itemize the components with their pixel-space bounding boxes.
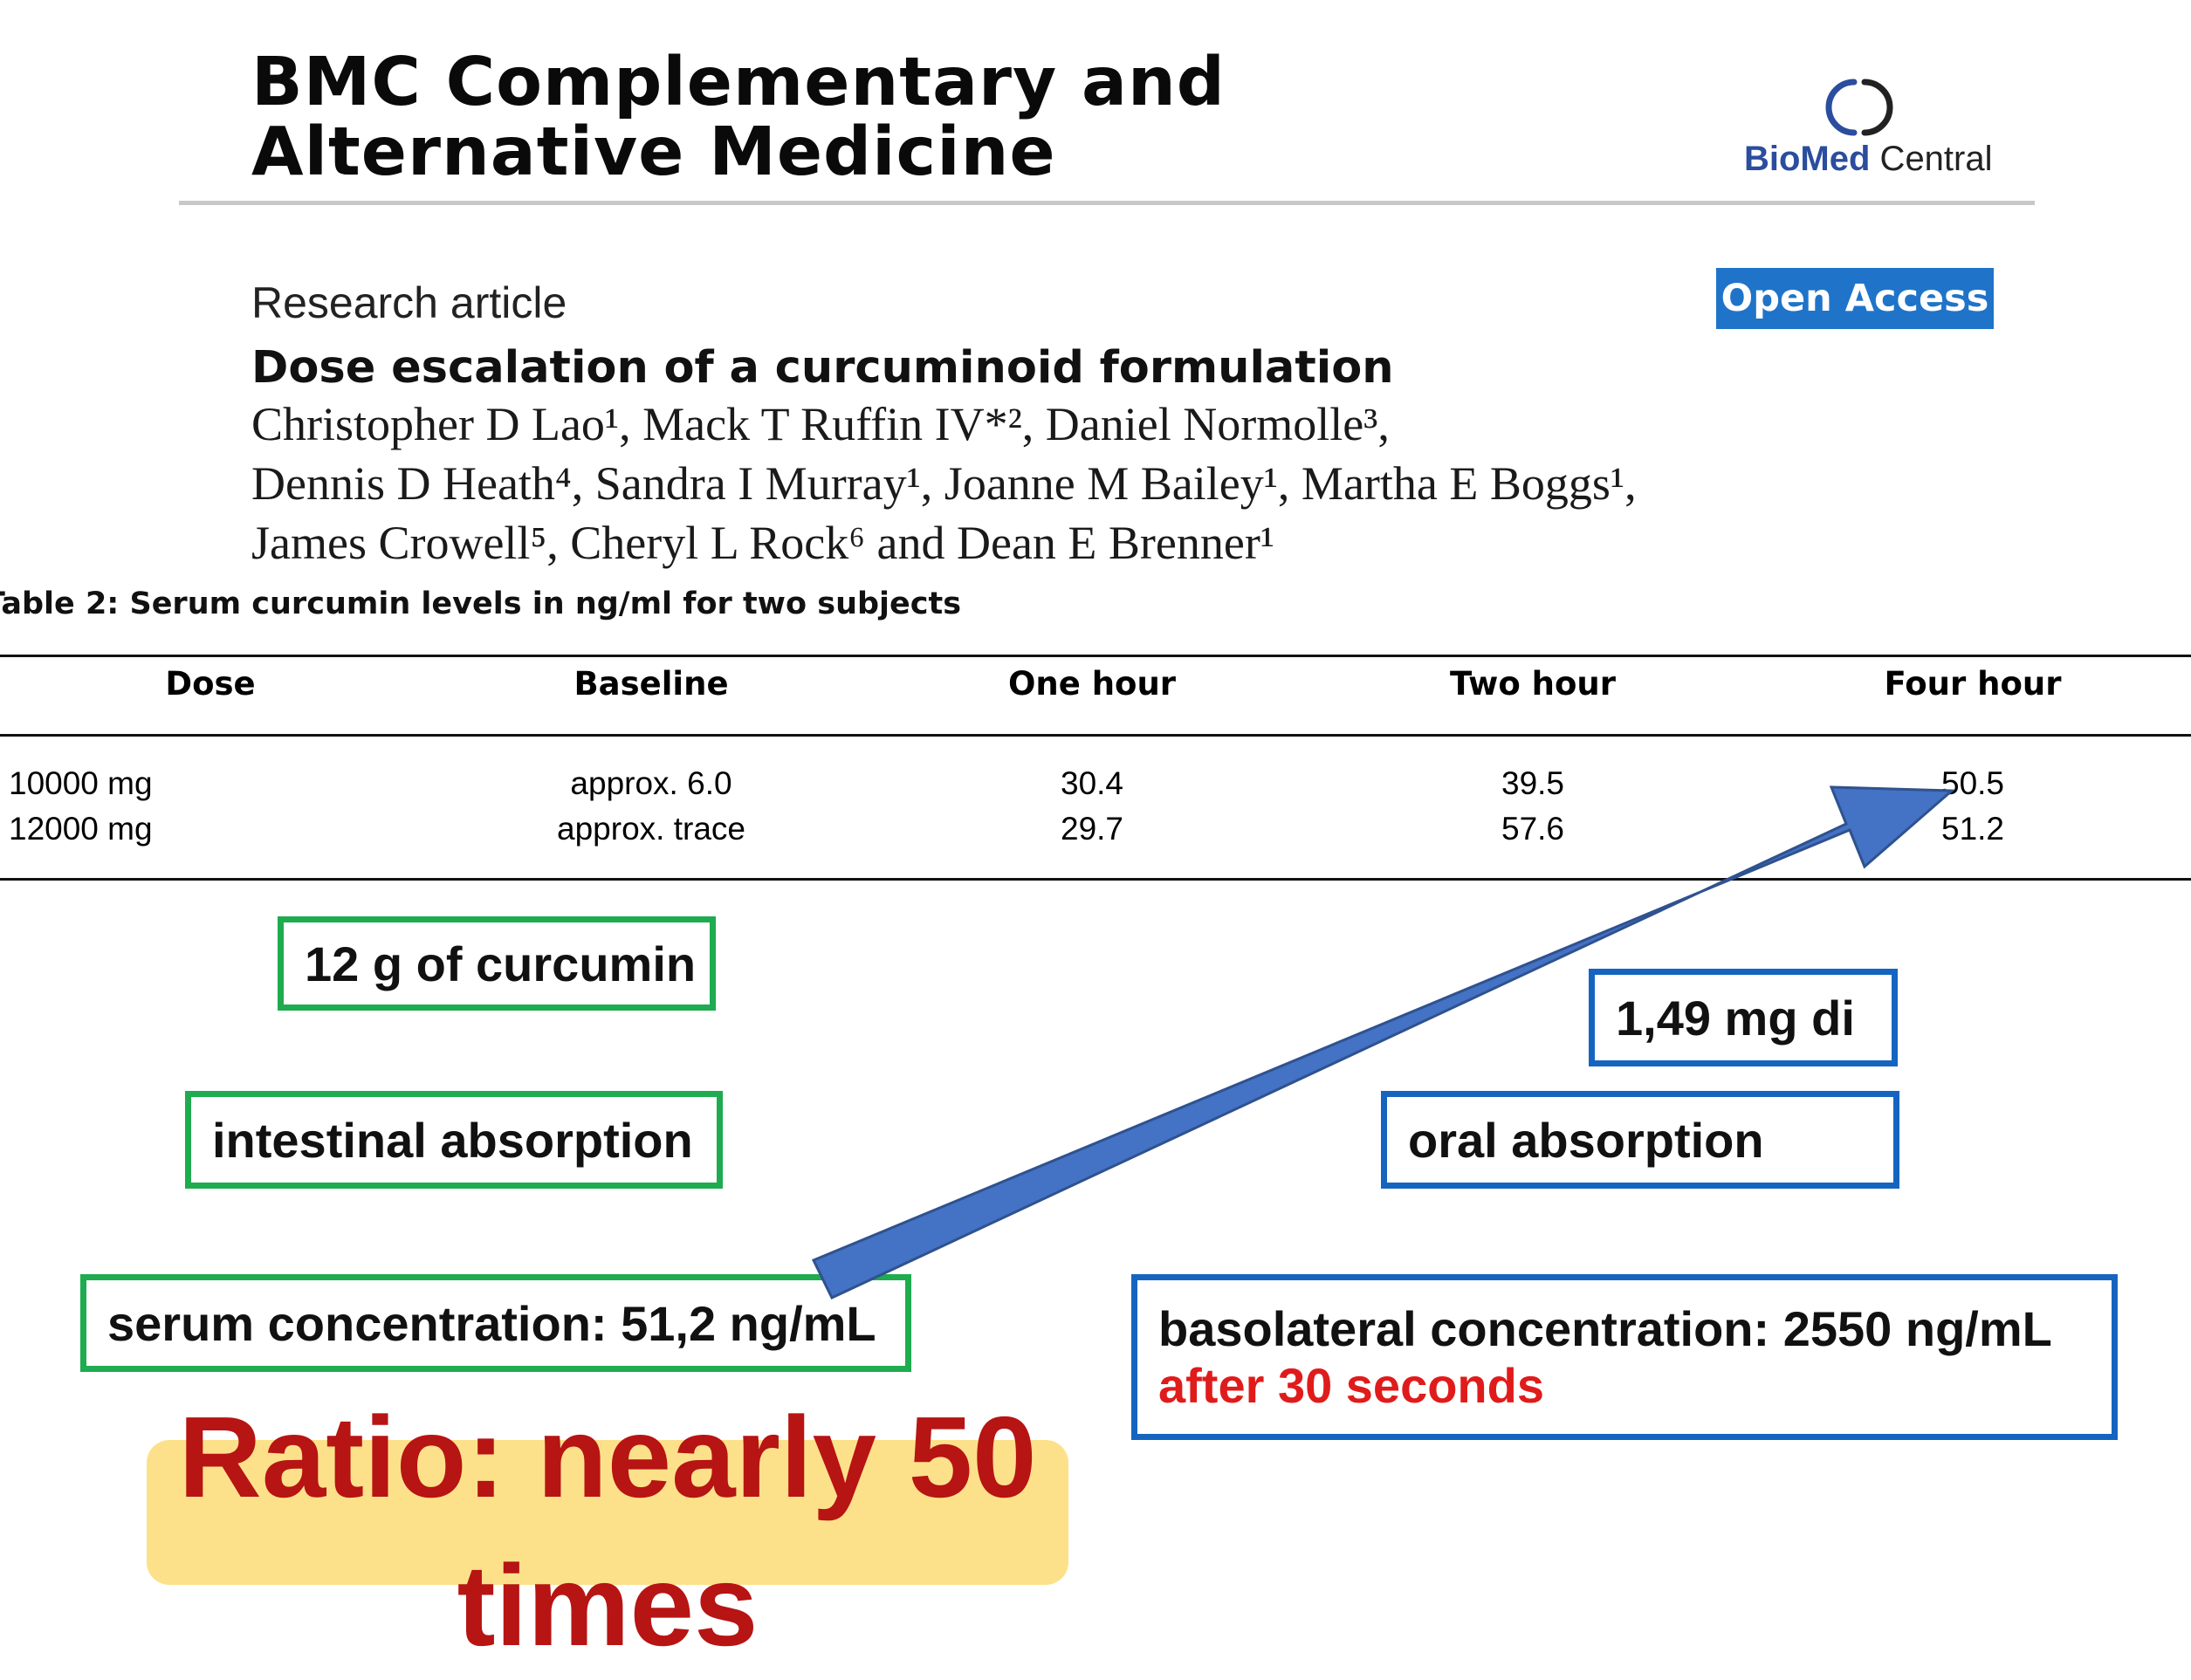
basolateral-concentration-box: basolateral concentration: 2550 ng/mL af… [1131,1274,2118,1440]
author-list: Christopher D Lao¹, Mack T Ruffin IV*², … [251,394,1637,573]
open-access-badge: Open Access [1716,268,1994,329]
ratio-callout: Ratio: nearly 50 times [147,1383,1068,1680]
ratio-line2: times [457,1541,759,1670]
publisher-name: BioMed Central [1744,140,1993,179]
biomed-ring-icon [1825,79,1893,136]
oral-absorption-box: oral absorption [1381,1091,1899,1189]
article-type: Research article [251,278,567,327]
table-cell: 10000 mg [9,765,153,801]
table-cell: 57.6 [1501,811,1565,847]
table-cell: 12000 mg [9,811,153,847]
table-cell: 50.5 [1940,765,2005,801]
table-header-two-hour: Two hour [1449,665,1617,703]
table-header-one-hour: One hour [1007,665,1177,703]
table-header-rule [0,734,2191,737]
table-cell: approx. 6.0 [570,765,732,801]
table-bottom-rule [0,878,2191,881]
article-title: Dose escalation of a curcuminoid formula… [251,342,1394,394]
table-top-rule [0,655,2191,657]
intestinal-absorption-box: intestinal absorption [185,1091,723,1189]
author-line: Christopher D Lao¹, Mack T Ruffin IV*², … [251,398,1390,450]
serum-concentration-box: serum concentration: 51,2 ng/mL [80,1274,911,1372]
table-cell: 30.4 [1060,765,1124,801]
author-line: James Crowell⁵, Cheryl L Rock⁶ and Dean … [251,517,1275,569]
grams-curcumin-box: 12 g of curcumin [278,916,716,1011]
table-caption: Table 2: Serum curcumin levels in ng/ml … [0,586,962,621]
ratio-line1: Ratio: nearly 50 [178,1393,1037,1521]
publisher-name-biomed: BioMed [1744,140,1871,178]
table-cell: 51.2 [1940,811,2005,847]
journal-title-line2: Alternative Medicine [251,113,1056,191]
header-divider [179,201,2035,205]
ratio-highlight [147,1440,1068,1585]
author-line: Dennis D Heath⁴, Sandra I Murray¹, Joann… [251,457,1637,510]
journal-title: BMC Complementary and Alternative Medici… [251,48,1255,188]
basolateral-time-text: after 30 seconds [1158,1358,1544,1413]
table-cell: approx. trace [557,811,745,847]
basolateral-concentration-text: basolateral concentration: 2550 ng/mL [1158,1301,2052,1356]
publisher-name-central: Central [1870,140,1993,178]
table-header-four-hour: Four hour [1884,665,2062,703]
table-cell: 29.7 [1060,811,1124,847]
dose-di-box: 1,49 mg di [1589,969,1898,1066]
table-header-baseline: Baseline [574,665,729,703]
table-cell: 39.5 [1501,765,1565,801]
biomed-central-logo: BioMed Central [1737,77,1993,182]
table-header-dose: Dose [165,665,256,703]
journal-title-line1: BMC Complementary and [251,44,1226,121]
